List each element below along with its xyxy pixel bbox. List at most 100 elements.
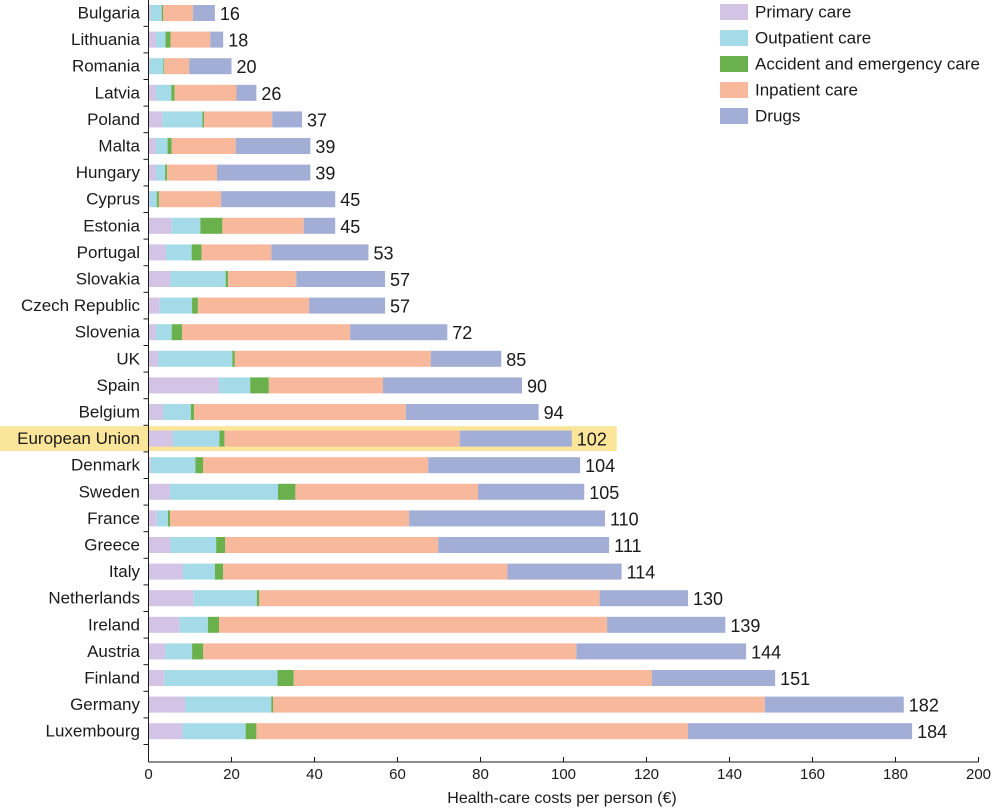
bar-segment-drugs-slovakia (296, 271, 386, 287)
bar-segment-inpatient-care-germany (273, 696, 765, 713)
legend-swatch-primary-care (720, 4, 748, 20)
bar-segment-primary-care-bulgaria (148, 5, 151, 21)
category-label-cyprus: Cyprus (86, 190, 140, 209)
category-label-czech-republic: Czech Republic (21, 296, 141, 315)
bar-segment-drugs-poland (272, 111, 303, 128)
bar-segment-accident-and-emergency-care-hungary (165, 164, 168, 181)
bar-segment-outpatient-care-italy (182, 563, 215, 580)
bar-segment-drugs-uk (430, 350, 502, 367)
bar-segment-inpatient-care-poland (204, 111, 273, 128)
bar-segment-outpatient-care-cyprus (149, 191, 157, 208)
legend-label-inpatient-care: Inpatient care (755, 81, 858, 100)
bar-segment-outpatient-care-romania (149, 58, 164, 75)
bar-segment-outpatient-care-austria (165, 643, 193, 660)
bar-segment-outpatient-care-belgium (163, 404, 191, 420)
bar-segment-inpatient-care-italy (223, 563, 508, 580)
bar-segment-primary-care-belgium (148, 404, 164, 420)
bar-segment-accident-and-emergency-care-italy (214, 563, 224, 580)
total-label-spain: 90 (527, 376, 547, 396)
bar-segment-outpatient-care-spain (219, 377, 251, 394)
bar-segment-outpatient-care-european-union (172, 430, 220, 447)
total-label-malta: 39 (315, 137, 335, 157)
total-label-estonia: 45 (340, 217, 360, 237)
bar-segment-outpatient-care-slovakia (170, 271, 226, 287)
category-label-uk: UK (116, 349, 140, 368)
bar-segment-primary-care-estonia (148, 217, 172, 234)
bar-segment-primary-care-france (148, 510, 157, 527)
bar-segment-outpatient-care-finland (164, 670, 278, 686)
total-label-austria: 144 (751, 642, 781, 662)
bar-segment-drugs-luxembourg (688, 723, 913, 740)
total-label-sweden: 105 (589, 483, 619, 503)
bar-segment-drugs-latvia (236, 84, 257, 101)
bar-segment-outpatient-care-poland (162, 111, 203, 128)
bar-segment-outpatient-care-greece (170, 537, 217, 553)
legend-swatch-inpatient-care (720, 82, 748, 98)
category-label-italy: Italy (109, 562, 141, 581)
category-labels: Bulgaria Lithuania Romania Latvia Poland Malt… (17, 4, 141, 741)
bar-segment-drugs-hungary (216, 164, 311, 181)
x-tick-label-200: 200 (966, 766, 991, 783)
bar-segment-accident-and-emergency-care-luxembourg (245, 723, 257, 740)
bar-segment-outpatient-care-hungary (155, 164, 166, 181)
bar-segment-primary-care-european-union (148, 430, 173, 447)
bar-segment-accident-and-emergency-care-latvia (171, 84, 175, 101)
bar-segment-inpatient-care-ireland (219, 616, 608, 633)
bar-segment-inpatient-care-greece (225, 537, 439, 553)
bar-segment-outpatient-care-lithuania (155, 31, 166, 48)
bar-segment-inpatient-care-france (170, 510, 410, 527)
category-label-netherlands: Netherlands (48, 589, 140, 608)
total-label-greece: 111 (614, 536, 641, 556)
bar-segment-accident-and-emergency-care-france (168, 510, 171, 527)
bar-segment-accident-and-emergency-care-netherlands (256, 590, 260, 607)
bar-segment-outpatient-care-malta (155, 138, 168, 154)
bar-segment-accident-and-emergency-care-romania (163, 58, 165, 75)
bar-segment-drugs-finland (651, 670, 776, 686)
bar-segment-accident-and-emergency-care-portugal (191, 244, 202, 261)
bar-segment-accident-and-emergency-care-poland (202, 111, 205, 128)
bar-segment-drugs-denmark (428, 457, 581, 474)
bar-segment-accident-and-emergency-care-austria (192, 643, 204, 660)
x-tick-label-120: 120 (634, 766, 659, 783)
category-label-latvia: Latvia (95, 83, 141, 102)
bar-segment-accident-and-emergency-care-cyprus (156, 191, 159, 208)
bar-segment-drugs-malta (235, 138, 311, 154)
bar-segment-drugs-netherlands (599, 590, 688, 607)
bar-segment-inpatient-care-netherlands (259, 590, 600, 607)
bar-segment-inpatient-care-malta (171, 138, 236, 154)
x-axis: 0 20 40 60 80 100 120 140 160 180 200 (143, 0, 991, 783)
total-label-slovenia: 72 (452, 323, 472, 343)
bar-segment-drugs-portugal (271, 244, 369, 261)
bar-segment-primary-care-poland (148, 111, 163, 128)
x-tick-label-20: 20 (223, 766, 240, 783)
bar-segment-drugs-greece (438, 537, 610, 553)
bar-segment-inpatient-care-hungary (167, 164, 217, 181)
bar-segment-inpatient-care-estonia (222, 217, 304, 234)
bar-segment-drugs-bulgaria (192, 5, 215, 21)
category-label-romania: Romania (72, 57, 141, 76)
bar-segment-inpatient-care-spain (268, 377, 383, 394)
bar-segment-primary-care-spain (148, 377, 220, 394)
bar-segment-drugs-sweden (478, 483, 585, 500)
bar-segment-inpatient-care-denmark (203, 457, 429, 474)
bar-segment-outpatient-care-estonia (171, 217, 201, 234)
bar-segment-inpatient-care-luxembourg (256, 723, 688, 740)
legend-label-primary-care: Primary care (755, 3, 851, 22)
total-label-hungary: 39 (315, 164, 335, 184)
bar-segment-accident-and-emergency-care-germany (271, 696, 273, 713)
bar-segment-accident-and-emergency-care-european-union (219, 430, 225, 447)
total-label-cyprus: 45 (340, 190, 360, 210)
bar-segment-outpatient-care-luxembourg (182, 723, 246, 740)
bar-segment-outpatient-care-bulgaria (150, 5, 162, 21)
bar-segment-drugs-european-union (459, 430, 572, 447)
bar-segment-outpatient-care-denmark (150, 457, 196, 474)
x-tick-label-80: 80 (472, 766, 489, 783)
bar-segment-accident-and-emergency-care-slovenia (171, 324, 183, 341)
bar-segment-accident-and-emergency-care-lithuania (165, 31, 171, 48)
bar-segment-inpatient-care-czech-republic (197, 297, 310, 314)
bar-segment-accident-and-emergency-care-belgium (190, 404, 195, 420)
bars-layer (148, 5, 913, 740)
total-label-lithuania: 18 (228, 31, 248, 51)
total-label-france: 110 (610, 509, 639, 529)
